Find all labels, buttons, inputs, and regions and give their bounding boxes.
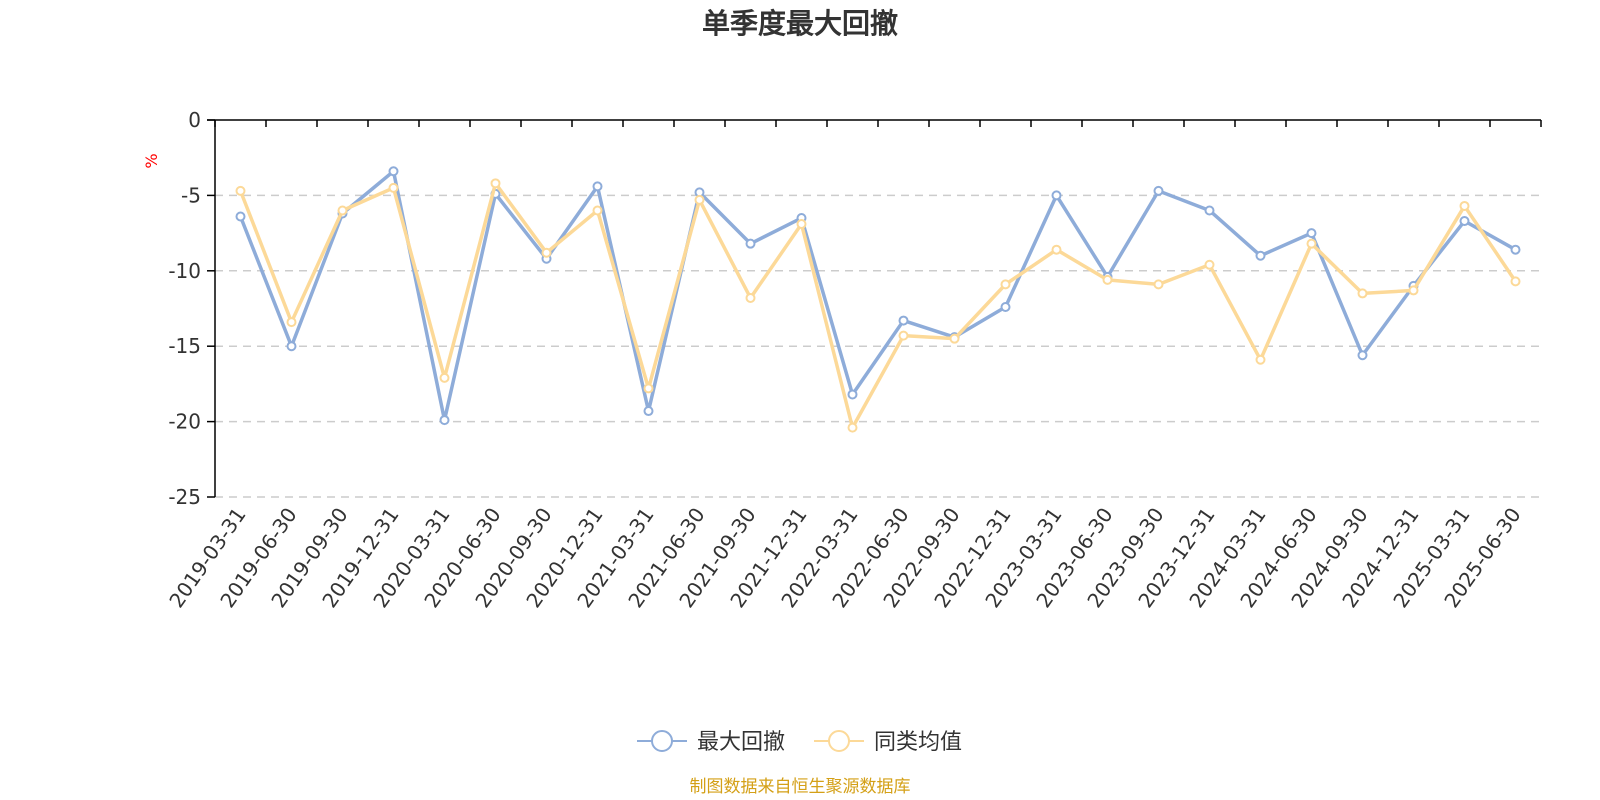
y-tick-label: -20: [168, 410, 201, 434]
data-point: [1153, 279, 1164, 290]
y-tick-label: -10: [168, 259, 201, 283]
data-point: [1459, 200, 1470, 211]
data-point: [1102, 274, 1113, 285]
data-point: [439, 372, 450, 383]
legend-item[interactable]: 同类均值: [814, 730, 962, 755]
y-tick-labels: 0 -5 -10 -15 -20 -25: [168, 108, 201, 509]
data-point: [643, 406, 654, 417]
data-point: [1204, 259, 1215, 270]
data-point: [1255, 354, 1266, 365]
data-point: [1306, 228, 1317, 239]
series-2: [235, 178, 1521, 433]
data-point: [592, 205, 603, 216]
y-tick-label: 0: [188, 108, 201, 132]
data-point: [745, 292, 756, 303]
y-tick-label: -25: [168, 485, 201, 509]
data-point: [490, 178, 501, 189]
data-point: [1306, 238, 1317, 249]
series-line: [238, 169, 1517, 422]
data-point: [1000, 279, 1011, 290]
legend-item[interactable]: 最大回撤: [637, 730, 785, 755]
data-point: [1510, 244, 1521, 255]
y-axis-unit: %: [142, 153, 161, 168]
legend-marker: [651, 730, 673, 752]
data-point: [847, 422, 858, 433]
chart-title: 单季度最大回撤: [702, 7, 898, 40]
series-1: [235, 166, 1521, 426]
legend-marker: [828, 730, 850, 752]
legend-label: 同类均值: [874, 730, 962, 755]
data-point: [388, 182, 399, 193]
data-point: [1255, 250, 1266, 261]
data-point: [1408, 285, 1419, 296]
legend[interactable]: 最大回撤 同类均值: [637, 730, 962, 755]
data-point: [541, 247, 552, 258]
data-point: [439, 415, 450, 426]
legend-label: 最大回撤: [697, 730, 785, 755]
data-point: [949, 333, 960, 344]
data-point: [1000, 301, 1011, 312]
data-source-note: 制图数据来自恒生聚源数据库: [690, 777, 911, 797]
data-point: [337, 205, 348, 216]
data-point: [1459, 216, 1470, 227]
data-point: [286, 317, 297, 328]
gridlines: [215, 194, 1541, 498]
data-point: [1051, 190, 1062, 201]
data-point: [1204, 205, 1215, 216]
data-point: [796, 219, 807, 230]
series-line: [238, 181, 1517, 430]
data-point: [1051, 244, 1062, 255]
data-point: [286, 341, 297, 352]
data-point: [694, 194, 705, 205]
data-point: [847, 389, 858, 400]
data-point: [745, 238, 756, 249]
data-point: [1153, 185, 1164, 196]
data-point: [235, 211, 246, 222]
data-point: [898, 315, 909, 326]
data-point: [235, 185, 246, 196]
data-point: [592, 181, 603, 192]
data-point: [1357, 288, 1368, 299]
data-point: [1510, 276, 1521, 287]
data-point: [1357, 350, 1368, 361]
y-tick-label: -15: [168, 334, 201, 358]
series-lines: [235, 166, 1521, 433]
axes: [207, 119, 1542, 498]
y-tick-label: -5: [181, 183, 201, 207]
x-tick-labels: 2019-03-312019-06-302019-09-302019-12-31…: [164, 503, 1525, 612]
data-point: [388, 166, 399, 177]
data-point: [898, 330, 909, 341]
data-point: [643, 383, 654, 394]
